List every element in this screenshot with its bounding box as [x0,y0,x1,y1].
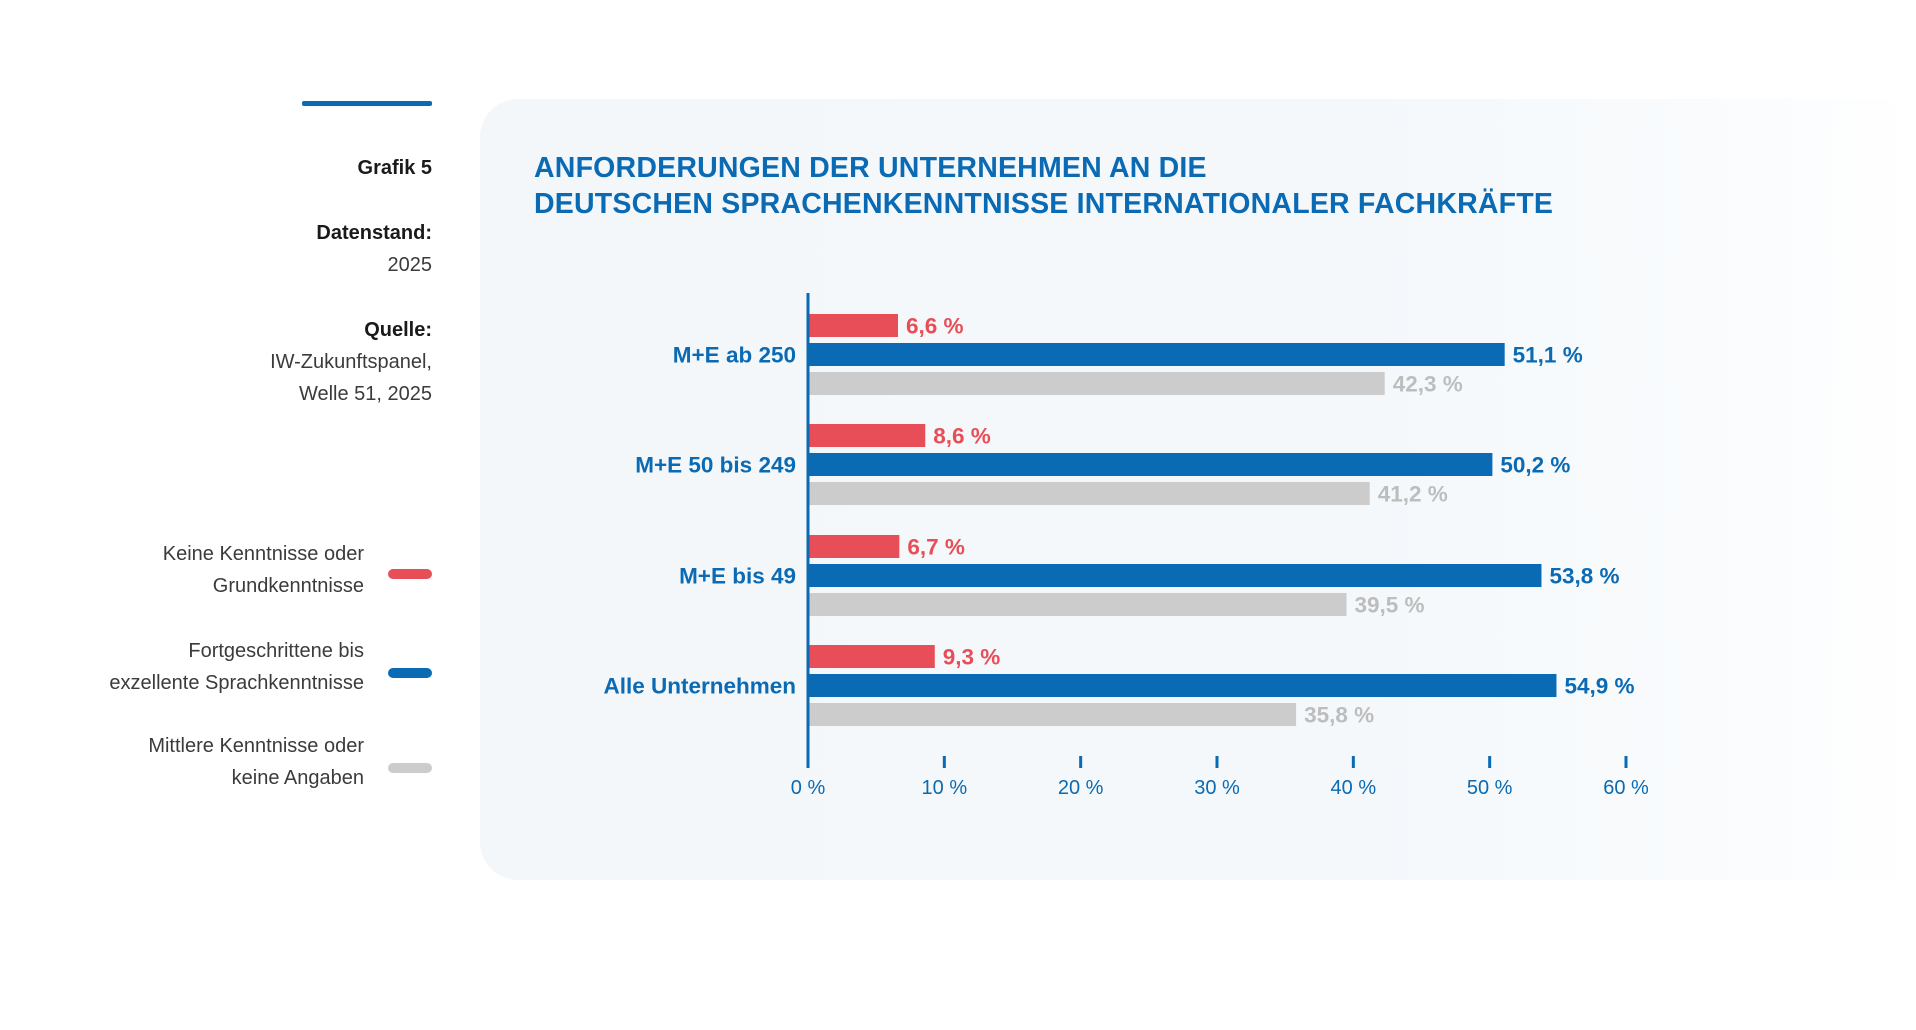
source: Quelle: IW-Zukunftspanel, Welle 51, 2025 [270,314,432,410]
legend-item-basic: Keine Kenntnisse oder Grundkenntnisse [60,538,432,608]
legend-swatch-blue [388,668,432,678]
data-label-red: 6,7 % [907,535,965,560]
bar-gray [808,482,1370,505]
data-status-value: 2025 [387,254,433,276]
data-label-red: 6,6 % [906,314,964,339]
x-tick-label: 30 % [1194,777,1240,799]
category-label: Alle Unternehmen [603,674,796,699]
chart-title: ANFORDERUNGEN DER UNTERNEHMEN AN DIE DEU… [534,150,1553,222]
x-tick-label: 10 % [922,777,968,799]
category-label: M+E ab 250 [673,343,796,368]
bar-red [808,645,935,668]
legend-item-medium: Mittlere Kenntnisse oder keine Angaben [60,730,432,800]
legend-label: Fortgeschrittene bis exzellente Sprachken… [109,640,364,694]
chart-title-line-2: DEUTSCHEN SPRACHENKENNTNISSE INTERNATION… [534,188,1554,220]
source-label: Quelle: [364,319,432,341]
data-status-label: Datenstand: [316,222,432,244]
bar-blue [808,453,1493,476]
bar-gray [808,593,1347,616]
bar-gray [808,372,1385,395]
x-tick-label: 60 % [1603,777,1649,799]
x-tick-label: 40 % [1331,777,1377,799]
data-label-gray: 35,8 % [1304,703,1374,728]
legend-label: Mittlere Kenntnisse oder keine Angaben [148,735,364,789]
data-label-gray: 41,2 % [1378,482,1448,507]
bar-red [808,424,926,447]
data-label-red: 9,3 % [943,645,1001,670]
bar-gray [808,703,1297,726]
data-label-gray: 42,3 % [1393,372,1463,397]
bar-blue [808,564,1542,587]
source-line-1: IW-Zukunftspanel, [270,351,432,373]
figure-number: Grafik 5 [357,157,432,179]
x-tick-label: 50 % [1467,777,1513,799]
data-label-blue: 54,9 % [1564,674,1634,699]
legend-label: Keine Kenntnisse oder Grundkenntnisse [162,543,364,597]
data-label-blue: 51,1 % [1513,343,1583,368]
data-label-blue: 53,8 % [1549,564,1619,589]
data-label-red: 8,6 % [933,424,991,449]
legend-swatch-red [388,569,432,579]
legend-swatch-gray [388,763,432,773]
x-tick-label: 20 % [1058,777,1104,799]
header-accent-rule [302,101,432,106]
data-label-blue: 50,2 % [1500,453,1570,478]
category-label: M+E 50 bis 249 [635,453,796,478]
bar-blue [808,674,1557,697]
category-label: M+E bis 49 [679,564,796,589]
chart-title-line-1: ANFORDERUNGEN DER UNTERNEHMEN AN DIE [534,152,1207,184]
data-label-gray: 39,5 % [1355,593,1425,618]
x-tick-label: 0 % [791,777,826,799]
bar-blue [808,343,1505,366]
bar-red [808,314,898,337]
data-status: Datenstand: 2025 [316,217,432,281]
bar-red [808,535,900,558]
legend-item-advanced: Fortgeschrittene bis exzellente Sprachken… [60,635,432,705]
source-line-2: Welle 51, 2025 [298,383,432,405]
